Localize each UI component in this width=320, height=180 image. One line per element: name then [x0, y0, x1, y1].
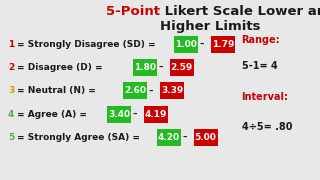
Text: = Disagree (D) =: = Disagree (D) =	[17, 63, 106, 72]
Text: Range:: Range:	[242, 35, 280, 45]
Text: 5-Point: 5-Point	[106, 5, 160, 18]
Text: 5.00: 5.00	[195, 133, 217, 142]
FancyBboxPatch shape	[211, 36, 235, 53]
Text: –: –	[149, 86, 153, 95]
Text: 2.60: 2.60	[124, 86, 146, 95]
Text: 4.19: 4.19	[145, 110, 167, 119]
FancyBboxPatch shape	[144, 106, 168, 123]
Text: –: –	[133, 110, 137, 119]
Text: 1: 1	[8, 40, 14, 49]
Text: Interval:: Interval:	[242, 92, 289, 102]
Text: 2: 2	[8, 63, 14, 72]
Text: 5-1= 4: 5-1= 4	[242, 61, 277, 71]
Text: 3.40: 3.40	[108, 110, 130, 119]
Text: 4: 4	[8, 110, 14, 119]
Text: = Strongly Agree (SA) =: = Strongly Agree (SA) =	[17, 133, 143, 142]
Text: 1.79: 1.79	[212, 40, 234, 49]
Text: 5: 5	[8, 133, 14, 142]
Text: 3: 3	[8, 86, 14, 95]
FancyBboxPatch shape	[170, 59, 194, 76]
FancyBboxPatch shape	[133, 59, 157, 76]
FancyBboxPatch shape	[107, 106, 131, 123]
FancyBboxPatch shape	[123, 82, 147, 99]
Text: = Agree (A) =: = Agree (A) =	[17, 110, 90, 119]
Text: –: –	[158, 63, 163, 72]
Text: 4÷5= .80: 4÷5= .80	[242, 122, 292, 132]
FancyBboxPatch shape	[157, 129, 181, 146]
FancyBboxPatch shape	[194, 129, 218, 146]
Text: 4.20: 4.20	[158, 133, 180, 142]
Text: 3.39: 3.39	[161, 86, 183, 95]
Text: Likert Scale Lower and
Higher Limits: Likert Scale Lower and Higher Limits	[160, 5, 320, 33]
Text: 1.00: 1.00	[175, 40, 197, 49]
Text: = Neutral (N) =: = Neutral (N) =	[17, 86, 99, 95]
Text: 2.59: 2.59	[171, 63, 193, 72]
Text: –: –	[200, 40, 204, 49]
FancyBboxPatch shape	[160, 82, 184, 99]
Text: 1.80: 1.80	[134, 63, 156, 72]
FancyBboxPatch shape	[174, 36, 198, 53]
Text: –: –	[182, 133, 187, 142]
Text: = Strongly Disagree (SD) =: = Strongly Disagree (SD) =	[17, 40, 159, 49]
